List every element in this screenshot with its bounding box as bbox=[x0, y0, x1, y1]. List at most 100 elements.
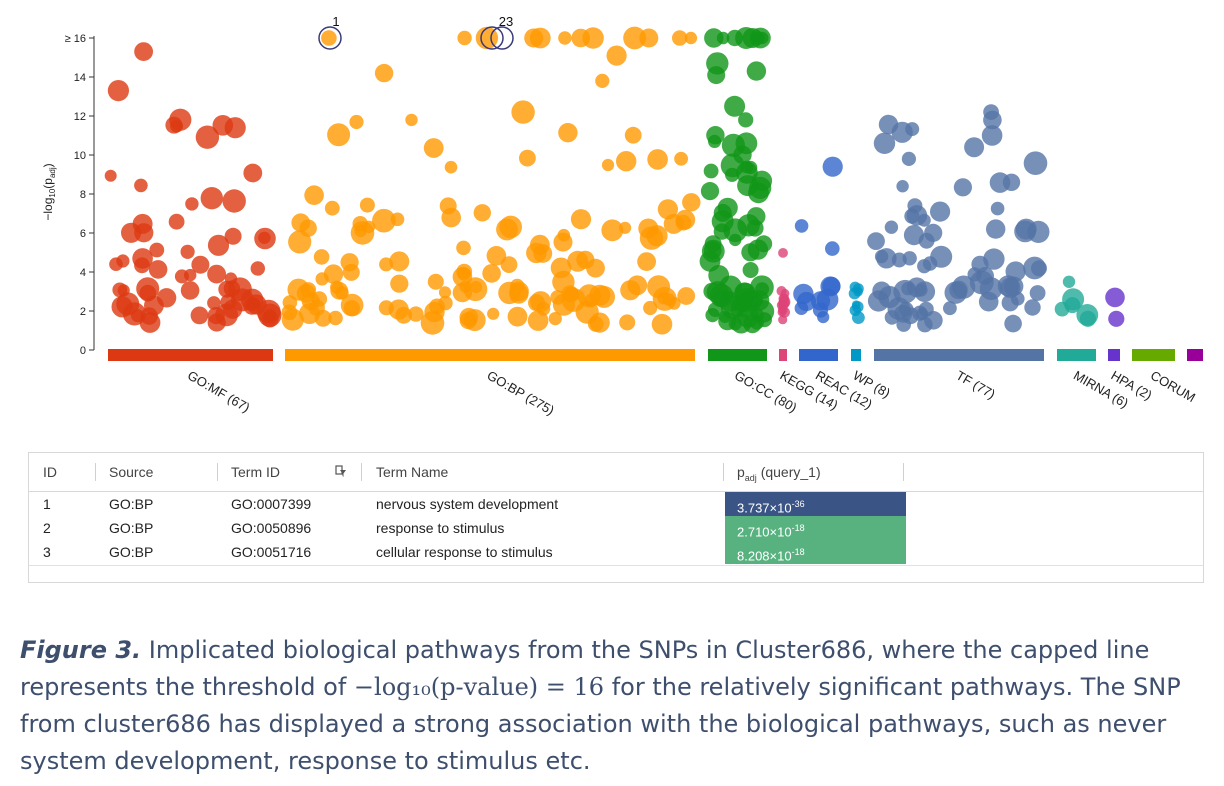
highlight-marker-2[interactable] bbox=[480, 26, 504, 50]
point-go-bp[interactable] bbox=[672, 30, 688, 46]
point-go-cc[interactable] bbox=[746, 207, 766, 226]
highlight-marker-3[interactable] bbox=[490, 26, 514, 50]
point-go-bp[interactable] bbox=[349, 114, 364, 130]
point-tf[interactable] bbox=[990, 201, 1005, 216]
point-go-bp[interactable] bbox=[427, 273, 444, 290]
filter-icon[interactable] bbox=[335, 465, 347, 478]
point-tf[interactable] bbox=[1005, 261, 1026, 282]
point-go-bp[interactable] bbox=[456, 263, 473, 280]
point-reac[interactable] bbox=[812, 302, 829, 318]
point-go-cc[interactable] bbox=[706, 126, 725, 145]
source-bar-go-cc[interactable] bbox=[708, 349, 767, 361]
point-go-mf[interactable] bbox=[116, 254, 130, 268]
point-reac[interactable] bbox=[822, 156, 843, 177]
point-go-mf[interactable] bbox=[228, 277, 252, 302]
header-id[interactable]: ID bbox=[43, 464, 57, 480]
point-go-mf[interactable] bbox=[224, 117, 246, 139]
point-tf[interactable] bbox=[924, 311, 943, 330]
point-tf[interactable] bbox=[953, 178, 973, 197]
point-go-bp[interactable] bbox=[567, 250, 589, 272]
point-go-cc[interactable] bbox=[741, 243, 760, 262]
point-go-bp[interactable] bbox=[619, 314, 636, 331]
point-tf[interactable] bbox=[867, 290, 890, 312]
point-go-bp[interactable] bbox=[378, 300, 394, 316]
point-go-mf[interactable] bbox=[250, 261, 265, 276]
point-go-bp[interactable] bbox=[327, 123, 351, 147]
point-tf[interactable] bbox=[1024, 299, 1041, 316]
point-go-bp[interactable] bbox=[637, 252, 656, 271]
point-tf[interactable] bbox=[930, 201, 951, 222]
point-go-mf[interactable] bbox=[134, 223, 154, 243]
source-bar-kegg[interactable] bbox=[779, 349, 787, 361]
point-go-mf[interactable] bbox=[168, 213, 185, 230]
point-go-bp[interactable] bbox=[486, 246, 507, 266]
point-go-cc[interactable] bbox=[707, 66, 726, 85]
point-go-bp[interactable] bbox=[487, 307, 500, 320]
point-go-cc[interactable] bbox=[700, 182, 720, 201]
point-go-mf[interactable] bbox=[254, 227, 276, 250]
point-go-bp[interactable] bbox=[311, 291, 328, 307]
point-go-bp[interactable] bbox=[529, 27, 551, 49]
point-reac[interactable] bbox=[794, 219, 809, 233]
point-go-bp[interactable] bbox=[677, 287, 696, 305]
point-tf[interactable] bbox=[901, 151, 917, 166]
point-go-bp[interactable] bbox=[372, 208, 396, 233]
source-bar-hpa[interactable] bbox=[1108, 349, 1120, 361]
point-go-bp[interactable] bbox=[647, 275, 671, 299]
point-go-bp[interactable] bbox=[601, 158, 615, 172]
point-go-mf[interactable] bbox=[136, 277, 160, 301]
point-wp[interactable] bbox=[848, 287, 861, 300]
point-kegg[interactable] bbox=[777, 307, 787, 317]
point-go-bp[interactable] bbox=[343, 300, 360, 317]
point-go-bp[interactable] bbox=[473, 204, 491, 222]
point-go-cc[interactable] bbox=[756, 31, 769, 45]
point-go-bp[interactable] bbox=[340, 253, 359, 272]
point-go-bp[interactable] bbox=[519, 149, 536, 167]
point-kegg[interactable] bbox=[779, 293, 790, 304]
point-go-mf[interactable] bbox=[169, 108, 192, 131]
point-go-bp[interactable] bbox=[550, 257, 572, 279]
header-term-name[interactable]: Term Name bbox=[376, 464, 449, 480]
point-go-bp[interactable] bbox=[304, 185, 324, 205]
point-go-bp[interactable] bbox=[589, 284, 611, 306]
point-go-bp[interactable] bbox=[662, 293, 676, 306]
point-tf[interactable] bbox=[916, 307, 929, 320]
point-tf[interactable] bbox=[867, 232, 885, 251]
point-go-cc[interactable] bbox=[730, 313, 752, 334]
point-reac[interactable] bbox=[796, 291, 817, 312]
point-tf[interactable] bbox=[884, 220, 899, 234]
point-go-mf[interactable] bbox=[263, 309, 277, 322]
point-go-bp[interactable] bbox=[388, 299, 409, 320]
point-tf[interactable] bbox=[884, 310, 900, 325]
point-tf[interactable] bbox=[893, 279, 917, 304]
point-go-cc[interactable] bbox=[750, 275, 774, 300]
point-go-bp[interactable] bbox=[389, 251, 410, 272]
source-bar-reac[interactable] bbox=[799, 349, 838, 361]
point-go-bp[interactable] bbox=[444, 160, 458, 174]
point-go-bp[interactable] bbox=[647, 149, 668, 170]
point-go-mf[interactable] bbox=[215, 303, 239, 327]
point-go-bp[interactable] bbox=[586, 258, 605, 278]
table-row[interactable]: 3 GO:BP GO:0051716 cellular response to … bbox=[29, 540, 1203, 564]
point-go-bp[interactable] bbox=[616, 151, 637, 172]
point-go-mf[interactable] bbox=[207, 296, 221, 310]
point-go-bp[interactable] bbox=[324, 200, 340, 216]
point-tf[interactable] bbox=[964, 137, 985, 158]
point-go-mf[interactable] bbox=[132, 248, 153, 269]
point-go-cc[interactable] bbox=[751, 170, 773, 191]
point-go-bp[interactable] bbox=[314, 309, 332, 327]
point-go-bp[interactable] bbox=[456, 240, 471, 256]
point-go-bp[interactable] bbox=[439, 197, 457, 215]
point-go-bp[interactable] bbox=[606, 45, 627, 66]
point-go-mf[interactable] bbox=[185, 197, 199, 211]
highlight-marker-1[interactable] bbox=[318, 26, 342, 50]
point-go-bp[interactable] bbox=[335, 286, 349, 300]
point-go-bp[interactable] bbox=[482, 264, 501, 283]
point-go-mf[interactable] bbox=[207, 264, 227, 284]
point-go-mf[interactable] bbox=[144, 295, 164, 316]
point-go-mf[interactable] bbox=[224, 227, 242, 245]
point-go-bp[interactable] bbox=[511, 100, 535, 124]
point-go-bp[interactable] bbox=[553, 232, 573, 252]
point-go-bp[interactable] bbox=[362, 220, 376, 233]
point-reac[interactable] bbox=[822, 276, 841, 296]
